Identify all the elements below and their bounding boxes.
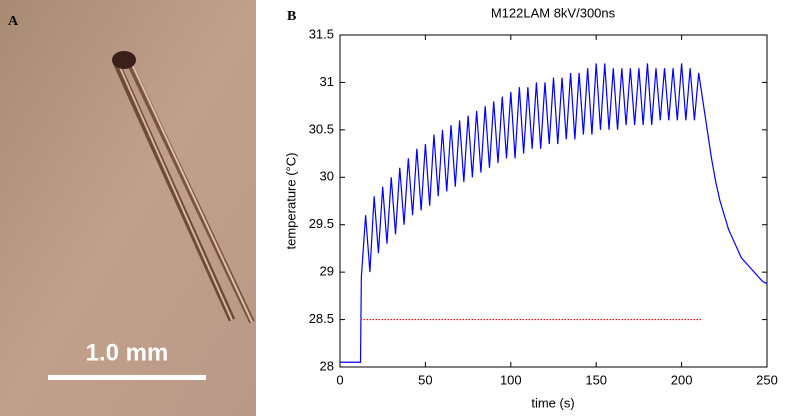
x-tick-label: 50: [418, 372, 432, 387]
scale-bar: [48, 375, 206, 380]
data-line: [340, 63, 768, 363]
x-tick-label: 150: [585, 372, 607, 387]
scale-label: 1.0 mm: [86, 339, 169, 366]
panel-label: B: [287, 9, 296, 24]
plot-frame: [339, 34, 768, 368]
photo-background: [0, 0, 256, 416]
x-axis-label: time (s): [531, 395, 574, 410]
tweezer-highlight: [129, 59, 253, 323]
y-tick-label: 28.5: [309, 311, 334, 326]
y-tick-label: 29: [320, 264, 334, 279]
y-tick-label: 30: [320, 169, 334, 184]
photo-panel: A 1.0 mm: [0, 0, 256, 416]
x-tick-label: 200: [671, 372, 693, 387]
x-tick-label: 0: [336, 372, 343, 387]
y-tick-label: 30.5: [309, 121, 334, 136]
y-axis-label: temperature (°C): [283, 153, 298, 250]
tweezer-highlight: [117, 62, 233, 321]
y-tick-label: 28: [320, 358, 334, 373]
y-tick-label: 31.5: [309, 26, 334, 41]
y-tick-label: 31: [320, 74, 334, 89]
y-tick-label: 29.5: [309, 216, 334, 231]
x-tick-label: 250: [756, 372, 778, 387]
x-tick-label: 100: [500, 372, 522, 387]
thermistor-bead: [112, 51, 136, 69]
chart-title: M122LAM 8kV/300ns: [491, 5, 616, 20]
panel-label: A: [8, 14, 19, 29]
